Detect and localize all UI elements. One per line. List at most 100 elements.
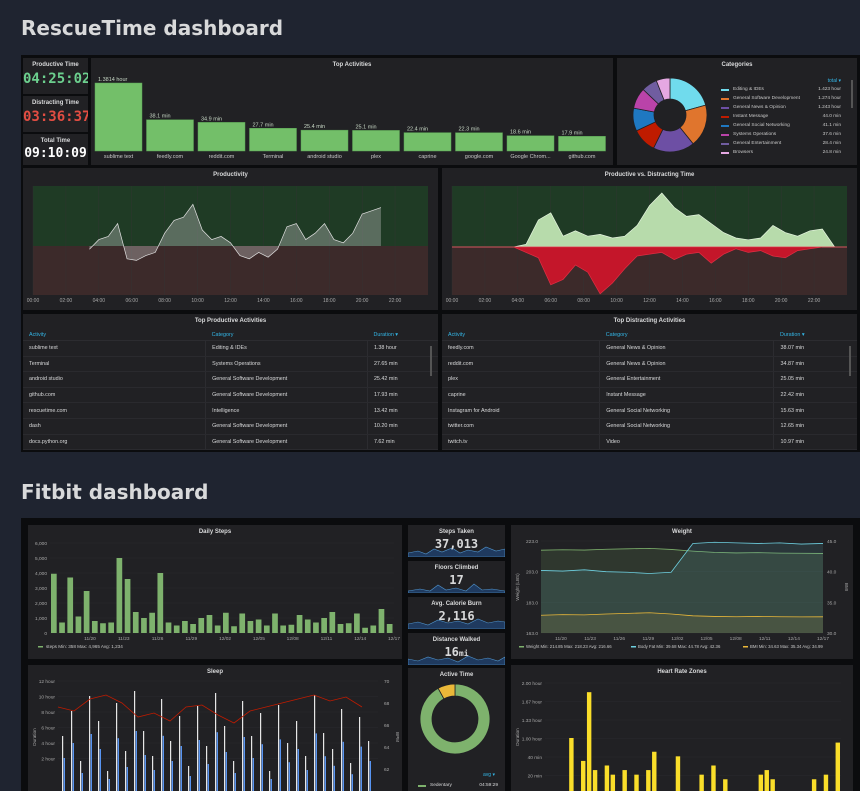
col-duration[interactable]: Duration ▾ — [773, 330, 857, 341]
col-activity[interactable]: Activity — [23, 330, 206, 341]
productivity-panel[interactable]: Productivity 00:00 02:00 04:00 06:00 08:00 10… — [23, 168, 438, 310]
distance-sparkline — [408, 655, 505, 665]
sleep-bar — [251, 736, 253, 791]
sleep-bar — [197, 706, 199, 791]
cell-activity: docs.python.org — [23, 434, 206, 450]
steps-bar — [100, 623, 106, 633]
category-legend-item[interactable]: General News & Opinion 1.243 hour — [721, 103, 841, 112]
total-time-panel[interactable]: Total Time 09:10:09 — [23, 134, 88, 165]
distracting-time-panel[interactable]: Distracting Time 03:36:37 — [23, 96, 88, 132]
x-tick-label: 14:00 — [257, 298, 270, 304]
distance-walked-unit: mi — [458, 649, 469, 658]
daily-steps-panel[interactable]: Daily Steps 6,000 5,000 4,000 3,000 2,000 1,0… — [28, 525, 402, 659]
heart-rate-bar — [586, 692, 592, 791]
top-distracting-scrollbar[interactable] — [849, 346, 851, 376]
legend-value: 41.1 min — [822, 123, 841, 128]
y-left-tick-label: 183.0 — [526, 600, 538, 606]
top-distracting-table: Activity Category Duration ▾ feedly.com G… — [442, 330, 857, 450]
legend-value: 28.4 min — [822, 141, 841, 146]
steps-bar — [231, 626, 237, 633]
sleep-bar-deep — [72, 743, 74, 791]
y-tick-label: 20 min — [528, 774, 543, 780]
table-row[interactable]: dash General Software Development 10.20 mi… — [23, 418, 438, 435]
floors-climbed-panel[interactable]: Floors Climbed 17 — [408, 561, 505, 593]
categories-scrollbar[interactable] — [851, 80, 853, 108]
table-row[interactable]: plex General Entertainment 25.05 min — [442, 371, 857, 388]
table-row[interactable]: caprine Instant Message 22.42 min — [442, 387, 857, 404]
active-time-legend-header[interactable]: avg ▾ — [483, 772, 495, 778]
sleep-title: Sleep — [206, 669, 223, 675]
cell-category: General Software Development — [205, 387, 368, 404]
table-row[interactable]: Terminal Systems Operations 27.65 min — [23, 356, 438, 373]
cell-category: Editing & IDEs — [205, 340, 368, 357]
sleep-bar-deep — [333, 765, 335, 791]
heart-rate-panel[interactable]: Heart Rate Zones 2.00 hour 1.67 hour 1.33 … — [511, 665, 853, 791]
cell-duration: 10.20 min — [366, 418, 438, 435]
prod-vs-dist-panel[interactable]: Productive vs. Distracting Time 00:00 02:… — [442, 168, 857, 310]
activity-name: plex — [371, 154, 381, 160]
table-row[interactable]: twitch.tv Video 10.97 min — [442, 434, 857, 450]
top-productive-scrollbar[interactable] — [430, 346, 432, 376]
legend-label: General Social Networking — [733, 123, 790, 128]
steps-bar — [198, 618, 205, 633]
col-category[interactable]: Category — [599, 330, 774, 341]
sleep-bar-deep — [270, 779, 272, 791]
top-activities-panel[interactable]: Top Activities 1.3814 hour sublime text 38… — [91, 58, 613, 165]
distance-walked-panel[interactable]: Distance Walked 16mi — [408, 633, 505, 665]
steps-bar — [157, 573, 164, 633]
col-category[interactable]: Category — [205, 330, 368, 341]
x-tick-label: 10:00 — [610, 298, 623, 304]
y-axis-label: Duration — [32, 728, 37, 746]
category-legend-item[interactable]: Editing & IDEs 1.423 hour — [721, 85, 841, 94]
active-time-slice — [437, 684, 456, 700]
x-tick-label: 12/14 — [788, 636, 800, 642]
category-legend-item[interactable]: Browsers 24.8 min — [721, 148, 841, 157]
table-row[interactable]: docs.python.org General Software Developm… — [23, 434, 438, 450]
rescuetime-title: RescueTime dashboard — [21, 16, 284, 40]
categories-legend-header[interactable]: total ▾ — [827, 78, 841, 84]
col-duration[interactable]: Duration ▾ — [367, 330, 438, 341]
sleep-bar — [368, 741, 370, 791]
categories-panel[interactable]: Categories total ▾ Editing & IDEs 1.423 h… — [617, 58, 857, 165]
x-tick-label: 14:00 — [676, 298, 689, 304]
table-row[interactable]: Instagram for Android General Social Netw… — [442, 402, 857, 419]
category-legend-item[interactable]: Instant Message 44.0 min — [721, 112, 841, 121]
y-right-tick-label: 30.0 — [827, 631, 837, 637]
bmi-line — [540, 612, 824, 618]
active-time-panel[interactable]: Active Time avg ▾ Sedentary 04:59:29 — [408, 668, 505, 791]
steps-bar — [91, 621, 98, 633]
legend-label: General News & Opinion — [733, 105, 786, 110]
weight-panel[interactable]: Weight 223.0 203.0 183.0 163.0 45.0 40.0 35.0 3… — [511, 525, 853, 659]
steps-bar — [386, 624, 393, 633]
sleep-bar — [224, 726, 226, 791]
table-row[interactable]: reddit.com General News & Opinion 34.87 mi… — [442, 356, 857, 373]
calorie-burn-panel[interactable]: Avg. Calorie Burn 2,116 — [408, 597, 505, 629]
x-tick-label: 11/29 — [643, 636, 655, 642]
productive-time-panel[interactable]: Productive Time 04:25:02 — [23, 58, 88, 94]
x-tick-label: 16:00 — [290, 298, 303, 304]
table-row[interactable]: android studio General Software Developme… — [23, 371, 438, 388]
col-activity[interactable]: Activity — [442, 330, 600, 341]
sleep-bar — [206, 746, 208, 791]
heart-rate-bar — [758, 774, 764, 791]
legend-swatch — [721, 151, 729, 154]
top-distracting-panel[interactable]: Top Distracting Activities Activity Cate… — [442, 314, 857, 450]
table-row[interactable]: twitter.com General Social Networking 12.6… — [442, 418, 857, 435]
steps-bar — [75, 616, 82, 633]
steps-bar — [173, 625, 180, 633]
sleep-bar — [134, 691, 136, 791]
table-row[interactable]: rescuetime.com Intelligence 13.42 min — [23, 402, 438, 419]
table-row[interactable]: feedly.com General News & Opinion 38.07 mi… — [442, 340, 857, 357]
y-tick-label: 1,000 — [35, 616, 47, 622]
top-productive-panel[interactable]: Top Productive Activities Activity Categ… — [23, 314, 438, 450]
category-legend-item[interactable]: General Software Development 1.274 hour — [721, 94, 841, 103]
x-tick-label: 12/11 — [759, 636, 771, 642]
steps-taken-panel[interactable]: Steps Taken 37,013 — [408, 525, 505, 557]
y-right-tick-label: 40.0 — [827, 570, 837, 576]
category-legend-item[interactable]: Systems Operations 37.6 min — [721, 130, 841, 139]
table-row[interactable]: sublime text Editing & IDEs 1.38 hour — [23, 340, 438, 357]
sleep-panel[interactable]: Sleep 12 hour 10 hour 8 hour 6 hour 4 hour 2 … — [28, 665, 402, 791]
category-legend-item[interactable]: General Entertainment 28.4 min — [721, 139, 841, 148]
category-legend-item[interactable]: General Social Networking 41.1 min — [721, 121, 841, 130]
table-row[interactable]: github.com General Software Development 17… — [23, 387, 438, 404]
